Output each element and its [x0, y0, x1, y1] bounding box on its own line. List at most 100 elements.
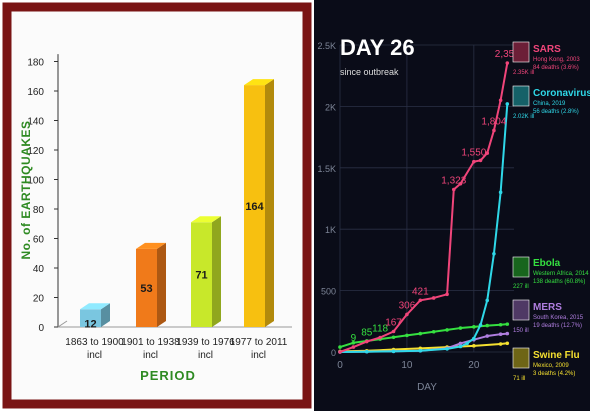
swine-icon [512, 347, 530, 369]
series-0-point-11 [472, 159, 476, 164]
series-0-point-9 [451, 187, 456, 192]
sars-point-label-0: 9 [351, 333, 357, 344]
sars-point-label-7: 1,550 [461, 148, 486, 159]
y-tick-label-8: 160 [27, 87, 44, 98]
x-tick-label-2: 20 [468, 360, 480, 371]
y-tick-label-4: 80 [33, 205, 45, 216]
x-axis-label: DAY [417, 382, 437, 393]
legend-entry-2: Ebola Western Africa, 2014 138 deaths (60.… [512, 256, 589, 290]
x-axis-label: PERIOD [140, 368, 196, 383]
series-1-point-3 [418, 348, 423, 353]
bar-top-1 [136, 242, 166, 249]
series-3-point-5 [458, 341, 463, 346]
legend-cases-1: 2.02K ill [513, 114, 534, 120]
series-0-point-13 [485, 151, 490, 155]
earthquake-bar-chart: 0 20 40 60 80 100 120 140 160 180 No. of EARTHQUAK… [2, 2, 312, 409]
y-axis-label: No. of EARTHQUAKES [19, 121, 33, 260]
sars-point-label-2: 118 [372, 324, 388, 335]
virus-icon [512, 85, 530, 107]
series-4-point-7 [505, 341, 510, 346]
series-0-point-5 [405, 312, 409, 317]
series-0-point-1 [351, 345, 356, 349]
series-3-point-7 [485, 334, 490, 338]
chart-title: DAY 26 [340, 35, 415, 60]
bar-side-2 [212, 216, 221, 327]
legend-deaths-1: 56 deaths (2.8%) [533, 109, 579, 115]
bar-2 [191, 216, 221, 327]
series-1-point-11 [498, 190, 503, 195]
bar-value-label-2: 71 [195, 270, 207, 282]
series-0-point-3 [378, 335, 382, 340]
x-tick-label-2: 1939 to 1976 [176, 337, 235, 348]
series-2-point-8 [445, 328, 449, 332]
bar-side-3 [265, 79, 274, 327]
bar-0 [80, 303, 110, 327]
sars-point-label-1: 85 [361, 328, 373, 339]
legend-place-0: Hong Kong, 2003 [533, 57, 580, 63]
x-tick-sublabel-2: incl [198, 350, 213, 361]
series-1-point-8 [478, 323, 483, 327]
x-tick-label-1: 10 [401, 360, 413, 371]
legend-deaths-4: 3 deaths (4.2%) [533, 371, 575, 377]
x-floor-depth [57, 320, 68, 328]
legend-cases-3: 150 ill [513, 328, 529, 334]
legend-deaths-0: 84 deaths (3.6%) [533, 65, 579, 71]
series-1-point-7 [472, 336, 476, 341]
series-0-point-12 [478, 158, 483, 163]
legend-entry-3: MERS South Korea, 2015 19 deaths (12.7%) 15… [512, 299, 584, 334]
bar-1 [136, 242, 166, 327]
bar-front-2 [191, 222, 212, 327]
y-tick-label-9: 180 [27, 58, 44, 69]
legend-place-3: South Korea, 2015 [533, 315, 584, 321]
series-line-4 [339, 342, 508, 353]
bar-front-0 [80, 309, 101, 327]
legend-place-1: China, 2019 [533, 101, 566, 107]
series-1-point-9 [485, 298, 490, 303]
bar-3 [244, 79, 274, 327]
series-1-point-1 [364, 349, 369, 354]
x-tick-label-3: 1977 to 2011 [230, 337, 288, 348]
bar-value-label-1: 53 [140, 283, 152, 295]
sars-point-label-5: 421 [412, 286, 429, 297]
legend-deaths-2: 138 deaths (60.8%) [533, 279, 585, 285]
series-1-point-4 [445, 347, 449, 351]
chart-subtitle: since outbreak [340, 67, 399, 77]
ebola-icon [512, 256, 530, 278]
series-2-point-4 [391, 335, 396, 340]
series-2-point-12 [498, 322, 503, 327]
x-tick-sublabel-1: incl [143, 350, 158, 361]
y-tick-label-5: 100 [27, 176, 44, 187]
series-2-point-6 [418, 331, 423, 336]
bar-top-3 [244, 79, 274, 86]
y-tick-label-3: 1.5K [317, 164, 336, 174]
legend-name-4: Swine Flu [533, 350, 580, 361]
y-tick-label-6: 120 [27, 146, 44, 157]
legend-place-2: Western Africa, 2014 [533, 271, 589, 277]
legend-entry-0: SARS Hong Kong, 2003 84 deaths (3.6%)2.35K… [512, 41, 580, 76]
y-tick-label-4: 2K [325, 102, 336, 112]
sars-point-label-8: 1,804 [481, 116, 506, 127]
series-2-point-7 [431, 329, 436, 334]
x-tick-sublabel-3: incl [251, 350, 266, 361]
series-1-point-2 [391, 349, 396, 354]
y-tick-label-5: 2.5K [317, 41, 336, 51]
series-0-point-15 [498, 98, 503, 103]
series-1-point-12 [505, 102, 510, 106]
y-tick-label-1: 500 [321, 287, 336, 297]
legend-cases-2: 227 ill [513, 284, 529, 290]
bar-top-2 [191, 216, 221, 223]
y-tick-label-2: 1K [325, 225, 336, 235]
series-2-point-11 [485, 323, 490, 328]
series-1-point-5 [458, 344, 463, 349]
bar-side-0 [101, 303, 110, 327]
bar-front-1 [136, 248, 157, 327]
series-2-point-1 [351, 340, 356, 345]
series-1-point-10 [492, 251, 496, 256]
mers-icon [512, 299, 530, 321]
bar-side-1 [157, 242, 166, 327]
legend-place-4: Mexico, 2009 [533, 363, 569, 369]
series-1-point-6 [465, 341, 469, 346]
sars-point-label-4: 306 [399, 300, 416, 311]
y-tick-label-0: 0 [38, 323, 44, 334]
x-tick-sublabel-0: incl [87, 350, 102, 361]
